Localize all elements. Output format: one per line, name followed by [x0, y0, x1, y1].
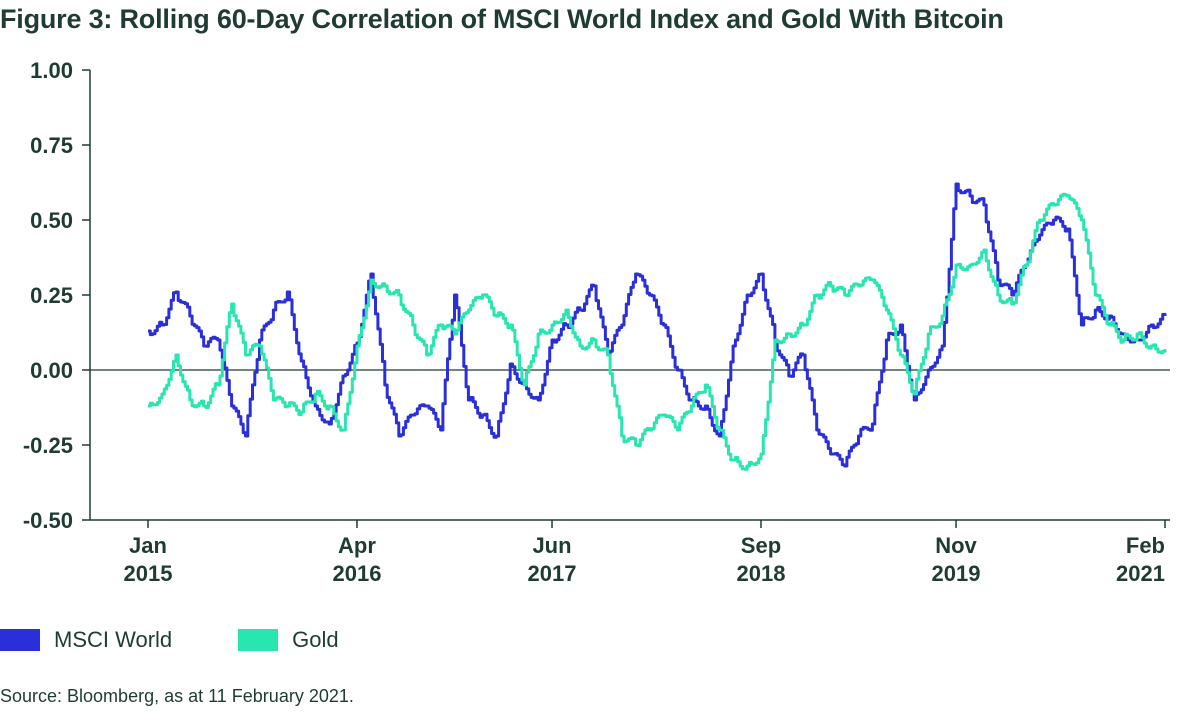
y-tick-label: 0.25: [30, 283, 73, 308]
y-tick-label: 0.75: [30, 133, 73, 158]
y-axis: 1.00 0.75 0.50 0.25 0.00 -0.25 -0.50: [23, 58, 91, 533]
y-tick-label: -0.50: [23, 508, 73, 533]
legend-swatch-gold: [238, 629, 279, 651]
x-tick-label-year: 2016: [332, 561, 381, 586]
y-tick-label: -0.25: [23, 433, 73, 458]
legend: MSCI World Gold: [0, 626, 405, 654]
x-tick-label-month: Apr: [338, 533, 376, 558]
series-layer: [148, 182, 1167, 471]
x-tick-label-year: 2018: [737, 561, 786, 586]
y-tick-label: 1.00: [30, 58, 73, 83]
legend-item-gold: Gold: [238, 627, 339, 653]
y-tick-label: 0.50: [30, 208, 73, 233]
legend-item-msci-world: MSCI World: [0, 627, 172, 653]
series-line-gold: [148, 192, 1167, 471]
legend-label-msci-world: MSCI World: [54, 627, 173, 652]
legend-label-gold: Gold: [292, 627, 339, 652]
x-tick-label-year: 2017: [528, 561, 577, 586]
x-tick-label-month: Nov: [935, 533, 977, 558]
legend-swatch-msci-world: [0, 629, 40, 651]
chart: 1.00 0.75 0.50 0.25 0.00 -0.25 -0.50 Jan 2015 Ap…: [23, 58, 1170, 586]
x-tick-label-year: 2015: [124, 561, 173, 586]
x-tick-label-month: Sep: [741, 533, 781, 558]
x-tick-label-month: Jun: [532, 533, 571, 558]
x-tick-label-month: Jan: [129, 533, 167, 558]
x-tick-label-year: 2021: [1116, 561, 1165, 586]
source-note: Source: Bloomberg, as at 11 February 202…: [0, 686, 354, 706]
chart-title: Figure 3: Rolling 60-Day Correlation of …: [0, 4, 1004, 34]
x-tick-label-year: 2019: [932, 561, 981, 586]
y-tick-label: 0.00: [30, 358, 73, 383]
series-line-msci-world: [148, 182, 1167, 468]
x-axis: Jan 2015 Apr 2016 Jun 2017 Sep 2018 Nov 2019 Feb 20…: [90, 519, 1170, 586]
x-tick-label-month: Feb: [1126, 533, 1165, 558]
